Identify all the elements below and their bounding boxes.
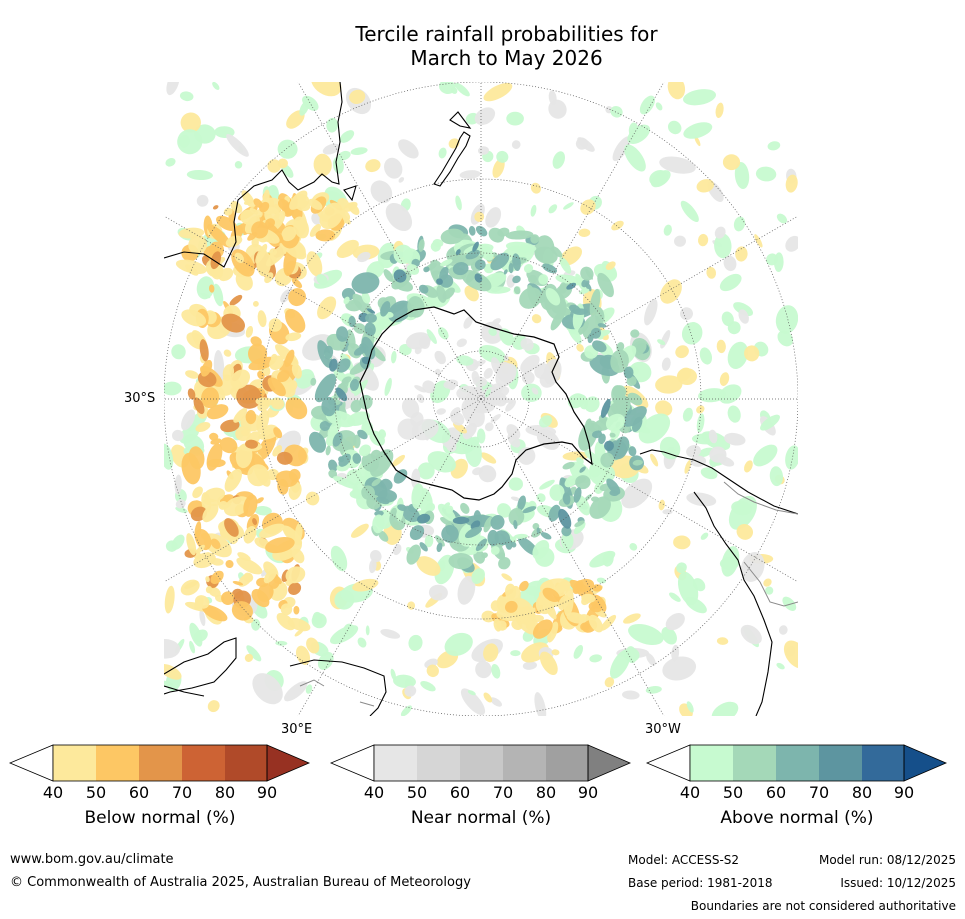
near-min-arrow [329, 744, 375, 782]
australia-coastline [164, 82, 343, 268]
above-tick-90: 90 [893, 783, 915, 802]
colorbar-near-swatches [329, 744, 632, 782]
title-line-1: Tercile rainfall probabilities for [355, 22, 658, 46]
above-band-70 [819, 745, 862, 781]
colorbar-below-swatches [8, 744, 311, 782]
near-tick-80: 80 [535, 783, 557, 802]
near-band-60 [460, 745, 503, 781]
above-tick-70: 70 [808, 783, 830, 802]
below-tick-80: 80 [214, 783, 236, 802]
below-band-40 [53, 745, 96, 781]
above-band-40 [690, 745, 733, 781]
near-max-arrow [587, 744, 632, 782]
madagascar-coastline [289, 659, 387, 716]
model-run-date: Model run: 08/12/2025 [818, 853, 956, 867]
below-tick-50: 50 [85, 783, 107, 802]
colorbar-above-normal [645, 743, 948, 783]
colorbar-near-normal [329, 743, 632, 783]
below-band-50 [96, 745, 139, 781]
south-america-west-coast [693, 491, 773, 716]
below-min-arrow [8, 744, 54, 782]
issued-date: Issued: 10/12/2025 [840, 876, 956, 890]
above-tick-50: 50 [722, 783, 744, 802]
near-tick-40: 40 [363, 783, 385, 802]
below-normal-title: Below normal (%) [84, 808, 236, 828]
tasmania-coastline [343, 185, 357, 202]
below-tick-60: 60 [128, 783, 150, 802]
above-tick-80: 80 [851, 783, 873, 802]
antarctica-coastline [359, 306, 593, 501]
above-band-80 [862, 745, 904, 781]
meridians [164, 82, 798, 716]
new-zealand-coastline [433, 111, 472, 187]
above-band-50 [733, 745, 776, 781]
near-tick-70: 70 [492, 783, 514, 802]
model-name: Model: ACCESS-S2 [628, 853, 740, 867]
probability-shading [164, 82, 798, 716]
near-band-80 [546, 745, 588, 781]
label-30w: 30°W [645, 722, 681, 737]
below-max-arrow [266, 744, 311, 782]
near-band-70 [503, 745, 546, 781]
near-tick-90: 90 [577, 783, 599, 802]
below-band-70 [182, 745, 225, 781]
above-max-arrow [903, 744, 948, 782]
above-min-arrow [645, 744, 691, 782]
near-tick-50: 50 [406, 783, 428, 802]
below-tick-70: 70 [171, 783, 193, 802]
above-band-60 [776, 745, 819, 781]
africa-coastline [164, 637, 237, 697]
website-link[interactable]: www.bom.gov.au/climate [10, 852, 174, 867]
label-30e: 30°E [281, 722, 313, 737]
base-period: Base period: 1981-2018 [628, 876, 773, 890]
boundaries-disclaimer: Boundaries are not considered authoritat… [690, 899, 956, 913]
colorbar-below-normal [8, 743, 311, 783]
south-america-coastline [639, 449, 798, 515]
above-tick-60: 60 [765, 783, 787, 802]
above-tick-40: 40 [679, 783, 701, 802]
polar-map[interactable] [164, 82, 798, 716]
below-tick-40: 40 [42, 783, 64, 802]
colorbar-above-swatches [645, 744, 948, 782]
near-band-50 [417, 745, 460, 781]
below-tick-90: 90 [256, 783, 278, 802]
near-normal-title: Near normal (%) [410, 808, 552, 828]
africa-borders [299, 679, 375, 707]
below-band-80 [225, 745, 267, 781]
map-canvas [164, 82, 798, 716]
near-band-40 [374, 745, 417, 781]
below-band-60 [139, 745, 182, 781]
map-title: Tercile rainfall probabilities for March… [0, 22, 965, 70]
label-30s: 30°S [124, 391, 156, 406]
above-normal-title: Above normal (%) [720, 808, 874, 828]
south-america-borders [723, 481, 798, 607]
title-line-2: March to May 2026 [410, 46, 603, 70]
copyright-notice: © Commonwealth of Australia 2025, Austra… [10, 875, 471, 890]
near-tick-60: 60 [449, 783, 471, 802]
